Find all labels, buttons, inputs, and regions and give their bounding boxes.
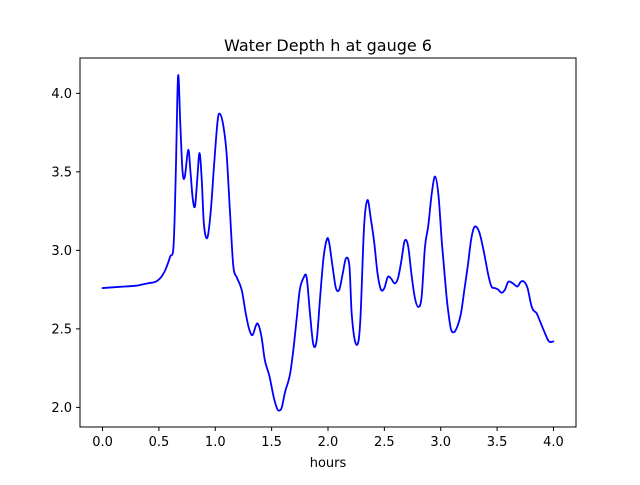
y-axis: 2.0 2.5 3.0 3.5 4.0 <box>51 87 80 416</box>
y-tick-label: 2.5 <box>51 322 72 337</box>
x-tick-label: 3.5 <box>487 435 508 450</box>
series-line-water-depth <box>101 74 555 412</box>
y-tick-label: 3.5 <box>51 165 72 180</box>
y-tick-label: 4.0 <box>51 87 72 102</box>
x-tick-label: 0.5 <box>149 435 170 450</box>
x-tick-label: 4.0 <box>543 435 564 450</box>
chart-title: Water Depth h at gauge 6 <box>224 36 432 55</box>
y-tick-label: 2.0 <box>51 401 72 416</box>
x-tick-label: 2.0 <box>318 435 339 450</box>
plot-area <box>101 74 555 412</box>
x-tick-label: 2.5 <box>374 435 395 450</box>
x-axis: 0.0 0.5 1.0 1.5 2.0 2.5 3.0 3.5 4.0 <box>92 427 564 450</box>
x-tick-label: 1.0 <box>205 435 226 450</box>
y-tick-label: 3.0 <box>51 244 72 259</box>
x-tick-label: 1.5 <box>261 435 282 450</box>
x-axis-label: hours <box>310 456 347 471</box>
x-tick-label: 3.0 <box>430 435 451 450</box>
x-tick-label: 0.0 <box>92 435 113 450</box>
